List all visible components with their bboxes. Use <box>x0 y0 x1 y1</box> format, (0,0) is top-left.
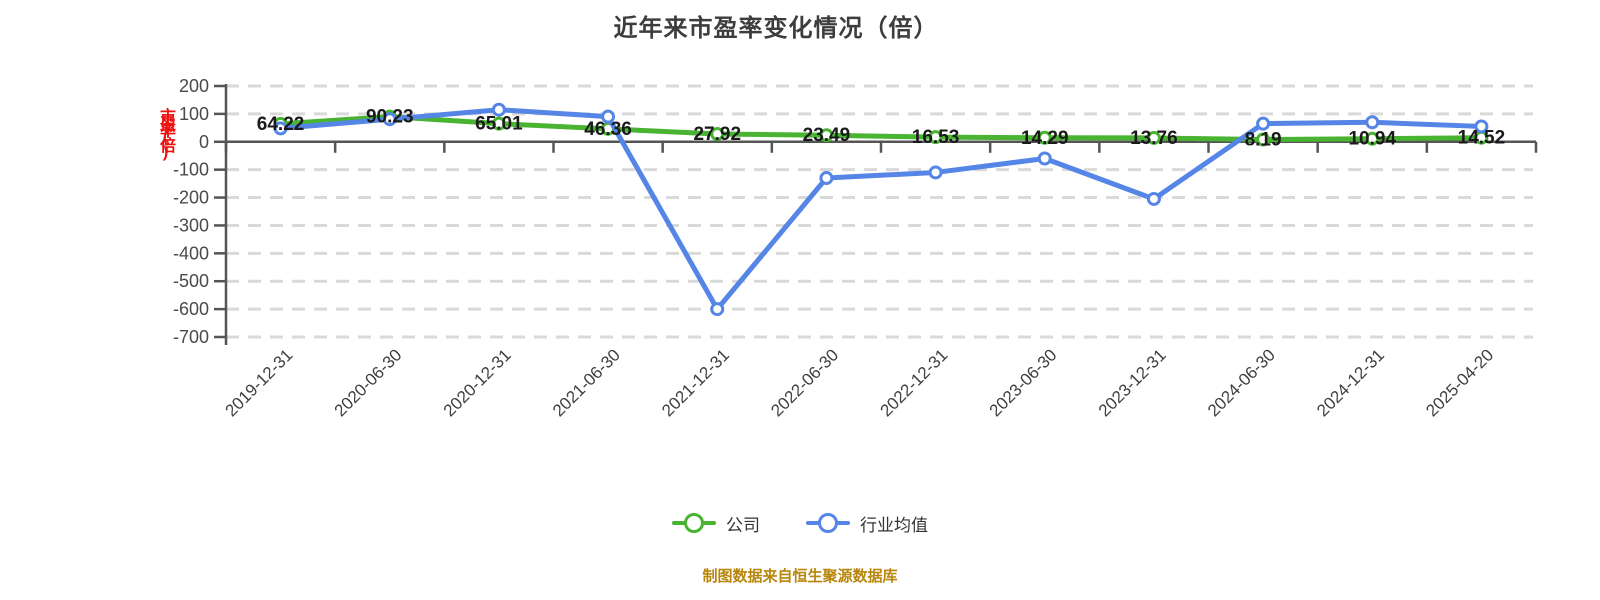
point-industry-average-2021-12-31 <box>710 302 725 317</box>
legend-item-industry-average[interactable]: 行业均值 <box>806 511 928 536</box>
point-industry-average-2024-12-31 <box>1365 115 1380 130</box>
x-tick-label-2024-12-31: 2024-12-31 <box>1313 345 1388 420</box>
point-company-2022-06-30 <box>819 128 834 143</box>
point-industry-average-2020-06-30 <box>382 112 397 127</box>
value-label-2020-12-31: 65.01 <box>475 114 523 135</box>
point-industry-average-2020-12-31 <box>491 102 506 117</box>
point-industry-average-2022-06-30 <box>819 171 834 186</box>
data-source-note: 制图数据来自恒生聚源数据库 <box>702 568 898 585</box>
y-tick-label--100: -100 <box>173 160 209 180</box>
x-tick-label-2021-12-31: 2021-12-31 <box>658 345 733 420</box>
y-tick-label-0: 0 <box>199 132 209 152</box>
point-company-2023-12-31 <box>1146 130 1161 145</box>
x-tick-label-2020-12-31: 2020-12-31 <box>440 345 515 420</box>
y-tick-label--300: -300 <box>173 215 209 235</box>
y-tick-label--500: -500 <box>173 271 209 291</box>
point-industry-average-2019-12-31 <box>273 121 288 136</box>
value-label-2025-04-20: 14.52 <box>1458 128 1506 149</box>
value-label-2022-06-30: 23.49 <box>803 125 851 146</box>
value-label-2019-12-31: 64.22 <box>257 114 305 135</box>
series-line-industry-average <box>278 107 1484 312</box>
value-label-2024-06-30: 8.19 <box>1245 129 1282 150</box>
point-industry-average-2024-06-30 <box>1256 116 1271 131</box>
legend-item-company[interactable]: 公司 <box>672 511 760 536</box>
y-tick-label--400: -400 <box>173 243 209 263</box>
y-tick-label--600: -600 <box>173 299 209 319</box>
y-axis-unit-label: 市盈率(倍) <box>157 108 174 152</box>
chart-title: 近年来市盈率变化情况（倍） <box>613 15 939 42</box>
value-label-2023-06-30: 14.29 <box>1021 128 1069 149</box>
x-tick-label-2020-06-30: 2020-06-30 <box>331 345 406 420</box>
x-tick-label-2022-06-30: 2022-06-30 <box>767 345 842 420</box>
point-industry-average-2022-12-31 <box>928 165 943 180</box>
chart-legend: 公司 行业均值 <box>0 503 1600 543</box>
point-company-2021-12-31 <box>710 126 725 141</box>
x-tick-label-2019-12-31: 2019-12-31 <box>221 345 296 420</box>
value-label-2021-06-30: 46.36 <box>584 119 632 140</box>
point-industry-average-2023-12-31 <box>1146 191 1161 206</box>
value-label-2022-12-31: 16.53 <box>912 127 960 148</box>
x-tick-label-2024-06-30: 2024-06-30 <box>1204 345 1279 420</box>
y-tick-label--200: -200 <box>173 188 209 208</box>
y-tick-label--700: -700 <box>173 327 209 347</box>
point-industry-average-2023-06-30 <box>1037 151 1052 166</box>
x-tick-label-2025-04-20: 2025-04-20 <box>1422 345 1497 420</box>
point-company-2022-12-31 <box>928 130 943 145</box>
series-line-company <box>278 114 1484 142</box>
point-company-2024-06-30 <box>1256 132 1271 147</box>
value-label-2024-12-31: 10.94 <box>1348 129 1396 150</box>
y-tick-label-100: 100 <box>179 104 209 124</box>
y-tick-label-200: 200 <box>179 76 209 96</box>
x-tick-label-2023-06-30: 2023-06-30 <box>986 345 1061 420</box>
x-tick-label-2023-12-31: 2023-12-31 <box>1095 345 1170 420</box>
company-series-marker-icon <box>672 513 716 533</box>
point-industry-average-2021-06-30 <box>601 109 616 124</box>
point-company-2024-12-31 <box>1365 131 1380 146</box>
point-company-2020-12-31 <box>491 116 506 131</box>
industry-series-marker-icon <box>806 513 850 533</box>
value-label-2021-12-31: 27.92 <box>693 124 741 145</box>
legend-label-company: 公司 <box>726 515 760 535</box>
value-label-2023-12-31: 13.76 <box>1130 128 1178 149</box>
legend-label-industry-average: 行业均值 <box>860 515 928 535</box>
point-company-2023-06-30 <box>1037 130 1052 145</box>
x-tick-label-2021-06-30: 2021-06-30 <box>549 345 624 420</box>
value-label-2020-06-30: 90.23 <box>366 107 414 128</box>
x-tick-label-2022-12-31: 2022-12-31 <box>876 345 951 420</box>
point-industry-average-2025-04-20 <box>1474 119 1489 134</box>
